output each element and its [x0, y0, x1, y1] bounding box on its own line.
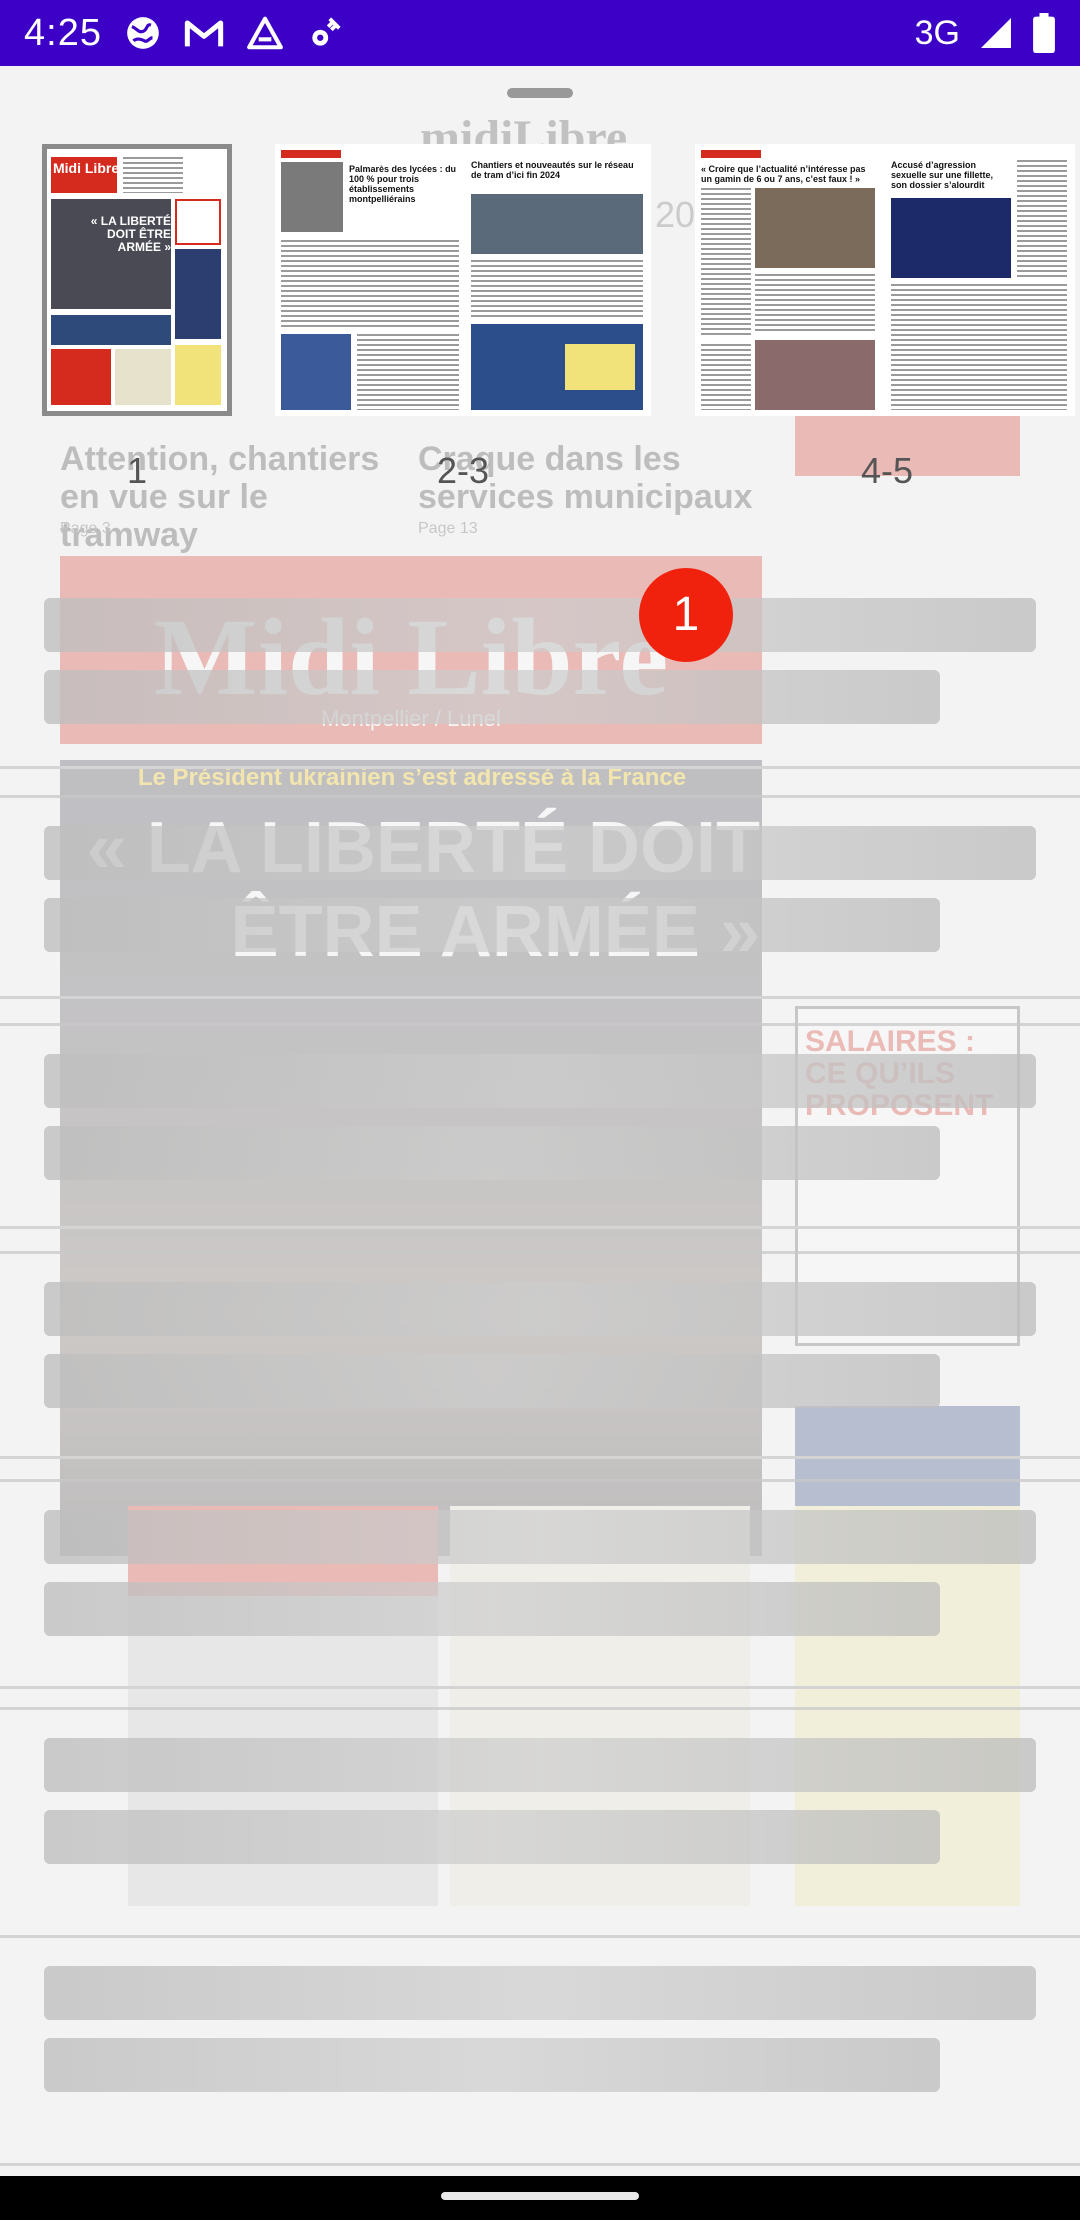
- thumbnail-label-1: 1: [126, 450, 148, 491]
- mini-text-lines: [471, 260, 643, 320]
- mini-block: [175, 249, 221, 339]
- mini-photo: [755, 340, 875, 410]
- bg-divider: [0, 766, 1080, 769]
- skeleton-bar: [44, 1354, 940, 1408]
- mini-ad: [115, 349, 171, 405]
- gmail-icon: [184, 20, 224, 47]
- notification-icons: [124, 14, 344, 52]
- bg-page-ref-left: Page 3: [60, 520, 111, 537]
- skeleton-bar: [44, 670, 940, 724]
- home-gesture-pill[interactable]: [441, 2192, 639, 2200]
- thumbnail-label-4-5: 4-5: [860, 450, 914, 491]
- bg-divider: [0, 1226, 1080, 1229]
- skeleton-row: [0, 1026, 1080, 1254]
- skeleton-row: [0, 1938, 1080, 2166]
- mini-photo: [281, 334, 351, 410]
- skeleton-divider: [0, 1935, 1080, 1938]
- skeleton-bar: [44, 1054, 1036, 1108]
- signal-icon: [981, 18, 1011, 48]
- skeleton-row: [0, 798, 1080, 1026]
- drag-handle[interactable]: [507, 88, 573, 98]
- mini-section-bar: [281, 150, 341, 158]
- mini-photo: [755, 188, 875, 268]
- mini-text-lines: [891, 284, 1067, 410]
- skeleton-bar: [44, 1966, 1036, 2020]
- mini-headline: Palmarès des lycées : du 100 % pour troi…: [349, 164, 457, 204]
- bg-divider: [0, 1456, 1080, 1459]
- skeleton-bar: [44, 1510, 1036, 1564]
- skeleton-row: [0, 1254, 1080, 1482]
- mini-headline-b: Chantiers et nouveautés sur le réseau de…: [471, 160, 634, 180]
- skeleton-bar: [44, 1738, 1036, 1792]
- mini-ad: [175, 345, 221, 405]
- skeleton-divider: [0, 1251, 1080, 1254]
- network-type: 3G: [914, 13, 960, 52]
- skeleton-divider: [0, 2163, 1080, 2166]
- mini-side-box: [175, 199, 221, 245]
- globe-icon: [127, 17, 159, 49]
- skeleton-bar: [44, 826, 1036, 880]
- mini-masthead: [51, 157, 117, 193]
- bg-headline-left: Attention, chantiers en vue sur le tramw…: [60, 440, 380, 554]
- mini-photo: [281, 162, 343, 232]
- triangle-app-icon: [247, 16, 283, 50]
- skeleton-row: [0, 570, 1080, 798]
- skeleton-bar: [44, 1282, 1036, 1336]
- thumbnail-label-2-3: 2-3: [436, 450, 490, 491]
- status-time: 4:25: [24, 11, 102, 54]
- skeleton-bar: [44, 1126, 940, 1180]
- mini-block: [51, 315, 171, 345]
- bg-page-ref-right: Page 13: [418, 520, 478, 537]
- bg-headline-right: Craque dans les services municipaux: [418, 440, 753, 516]
- battery-icon: [1033, 13, 1055, 53]
- mini-cover-photo: [51, 199, 171, 309]
- skeleton-bar: [44, 2038, 940, 2092]
- mini-text-lines: [123, 157, 183, 193]
- mini-photo: [471, 194, 643, 254]
- bg-date-fragment: 20: [655, 194, 696, 235]
- mini-ad-highlight: [565, 344, 635, 390]
- thumbnail-page-1[interactable]: Midi Libre « LA LIBERTÉ DOIT ÊTRE ARMÉE …: [42, 144, 232, 416]
- bg-top-banner: Le Président ukrainien s’est adressé à l…: [137, 764, 687, 791]
- mini-ad: [51, 349, 111, 405]
- skeleton-bar: [44, 598, 1036, 652]
- mini-section-bar: [701, 150, 761, 158]
- mini-headline: « LA LIBERTÉ DOIT ÊTRE ARMÉE »: [90, 214, 171, 254]
- skeleton-divider: [0, 795, 1080, 798]
- skeleton-bar: [44, 898, 940, 952]
- bg-divider: [0, 996, 1080, 999]
- mini-photo: [891, 198, 1011, 278]
- mini-headline-b: Accusé d’agression sexuelle sur une fill…: [891, 160, 994, 190]
- mini-text-lines: [701, 188, 751, 338]
- bg-side-box: [795, 406, 1020, 476]
- thumbnail-page-2-3[interactable]: Palmarès des lycées : du 100 % pour troi…: [275, 144, 651, 416]
- skeleton-divider: [0, 1707, 1080, 1710]
- skeleton-bar: [44, 1582, 940, 1636]
- bg-divider: [0, 1686, 1080, 1689]
- mini-text-lines: [701, 344, 751, 410]
- gear-satellite-icon: [312, 17, 341, 46]
- status-bar: 4:25 3G: [0, 0, 1080, 66]
- navigation-bar: [0, 2176, 1080, 2220]
- mini-masthead-text: Midi Libre: [53, 160, 120, 176]
- bg-red-bar: [60, 556, 762, 592]
- thumbnail-page-4-5[interactable]: « Croire que l’actualité n’intéresse pas…: [695, 144, 1075, 416]
- skeleton-divider: [0, 1479, 1080, 1482]
- mini-text-lines: [281, 240, 459, 330]
- skeleton-row: [0, 1710, 1080, 1938]
- mini-text-lines: [357, 334, 459, 410]
- skeleton-bar: [44, 1810, 940, 1864]
- skeleton-divider: [0, 1023, 1080, 1026]
- skeleton-row: [0, 1482, 1080, 1710]
- system-icons: 3G: [915, 13, 1056, 53]
- mini-text-lines: [1017, 160, 1067, 278]
- notification-count-badge[interactable]: 1: [639, 568, 733, 662]
- mini-headline: « Croire que l’actualité n’intéresse pas…: [701, 164, 866, 184]
- page-thumbnail-strip: Midi Libre « LA LIBERTÉ DOIT ÊTRE ARMÉE …: [0, 66, 1080, 506]
- mini-text-lines: [755, 274, 875, 334]
